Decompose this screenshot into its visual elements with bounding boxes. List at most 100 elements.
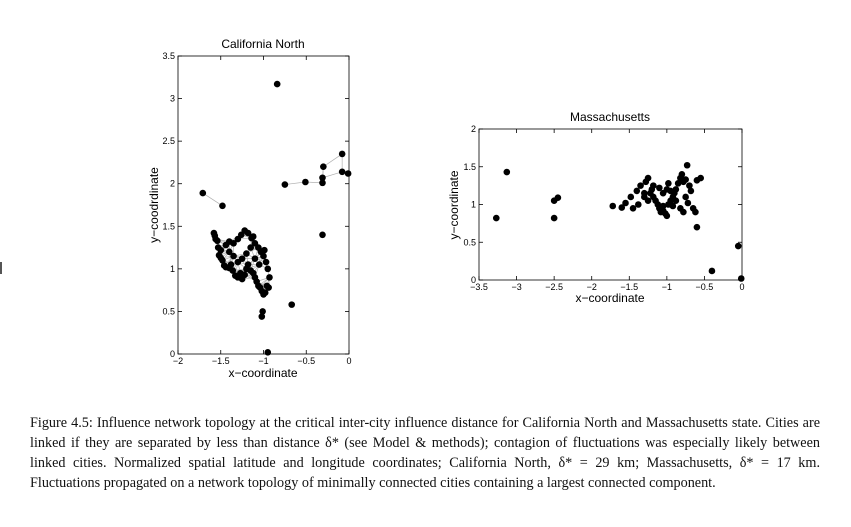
ca-city-point <box>222 241 230 249</box>
ma-city-point <box>641 193 648 201</box>
ca-city-point <box>199 189 207 197</box>
ca-city-point <box>255 261 263 268</box>
ma-city-point <box>663 212 671 220</box>
ca-city-point <box>229 267 237 274</box>
ca-city-point <box>244 261 252 268</box>
ma-city-point <box>618 204 626 211</box>
ma-city-point <box>492 214 500 222</box>
ca-y-tick-label: 0.5 <box>162 306 175 316</box>
ca-city-point <box>227 261 235 268</box>
ma-city-point <box>734 242 742 250</box>
ma-y-tick-label: 1.5 <box>463 162 476 172</box>
ma-x-tick-label: −1.5 <box>620 282 638 292</box>
ca-x-axis-label: x−coordinate <box>228 366 297 380</box>
ca-link <box>202 192 223 207</box>
ma-city-point <box>656 184 663 192</box>
ma-city-point <box>686 182 693 189</box>
ca-city-point <box>281 181 289 188</box>
ca-link <box>322 171 343 179</box>
ma-x-tick-label: −2 <box>587 282 597 292</box>
ma-city-point <box>647 189 654 197</box>
ma-city-point <box>672 186 680 193</box>
ca-y-axis-label: y−coodrdinate <box>147 167 161 243</box>
ca-city-point <box>251 240 259 247</box>
ma-city-point <box>635 201 642 208</box>
ma-y-tick-label: 0.5 <box>463 237 476 247</box>
ma-city-point <box>708 267 716 275</box>
ca-city-point <box>264 348 272 356</box>
ca-city-point <box>264 265 272 273</box>
ca-city-point <box>273 80 281 88</box>
ma-city-point <box>682 176 689 183</box>
ma-y-axis-label: y−coordinate <box>447 170 461 239</box>
ca-city-point <box>259 308 266 315</box>
ca-city-point <box>265 284 272 291</box>
ca-x-tick-label: −2 <box>173 356 183 366</box>
ca-city-point <box>234 258 242 266</box>
ca-city-point <box>230 252 237 260</box>
ca-x-tick-label: −1.5 <box>212 356 230 366</box>
ma-city-point <box>680 208 687 216</box>
california-north-panel: California North −2 −1.5 −1 −0.5 0 0 0.5 1 1.5 2… <box>147 37 352 380</box>
ma-city-point <box>674 180 682 187</box>
ma-city-point <box>683 161 691 169</box>
ma-city-point <box>627 193 635 201</box>
ca-city-point <box>261 289 269 296</box>
ma-city-point <box>672 197 680 205</box>
figure-panels: California North −2 −1.5 −1 −0.5 0 0 0.5 1 1.5 2… <box>147 37 745 380</box>
ma-city-point <box>503 168 511 176</box>
ca-y-tick-label: 3 <box>170 94 175 104</box>
ma-city-point <box>684 199 692 207</box>
ca-city-point <box>319 179 326 187</box>
ca-x-tick-label: −0.5 <box>297 356 315 366</box>
ca-city-point <box>319 174 326 182</box>
ma-city-point <box>629 204 637 212</box>
ca-city-point <box>338 168 346 176</box>
ca-y-tick-label: 2 <box>170 179 175 189</box>
ca-city-point <box>288 301 296 308</box>
ca-y-tick-label: 1.5 <box>162 221 175 231</box>
ca-y-tick-label: 2.5 <box>162 136 175 146</box>
ma-x-tick-label: −3.5 <box>470 282 488 292</box>
ma-y-tick-label: 1 <box>471 200 476 210</box>
ma-city-point <box>693 223 701 231</box>
ma-city-point <box>650 182 657 189</box>
ca-city-point <box>214 237 221 245</box>
ca-x-tick-label: −1 <box>258 356 268 366</box>
ca-city-point <box>249 233 257 240</box>
ca-city-point <box>320 163 327 170</box>
ma-city-point <box>667 187 674 195</box>
ca-link <box>284 181 306 185</box>
ma-y-tick-label: 0 <box>471 275 476 285</box>
ca-city-point <box>344 170 352 177</box>
ma-city-point <box>697 174 704 182</box>
ma-city-point <box>682 193 689 201</box>
ca-link <box>323 153 343 167</box>
ma-x-tick-label: −2.5 <box>545 282 563 292</box>
ma-city-point <box>609 202 617 210</box>
ca-y-tick-label: 0 <box>170 349 175 359</box>
ma-city-point <box>659 202 667 210</box>
ma-city-point <box>737 275 745 282</box>
ma-y-tick-label: 2 <box>471 124 476 134</box>
ma-city-point <box>550 214 558 222</box>
ca-city-point <box>266 274 273 281</box>
massachusetts-panel: Massachusetts −3.5 −3 −2.5 −2 −1.5 −1 −0.5 0 0 0… <box>447 110 745 305</box>
ma-city-point <box>692 208 699 216</box>
ca-y-tick-label: 3.5 <box>162 51 175 61</box>
ma-x-tick-label: 0 <box>739 282 744 292</box>
ca-city-point <box>261 246 268 254</box>
ca-city-point <box>219 202 226 210</box>
ma-city-point <box>644 174 652 182</box>
ma-plot-title: Massachusetts <box>570 110 650 124</box>
ma-x-axis-label: x−coordinate <box>575 291 644 305</box>
ca-city-point <box>219 257 226 264</box>
ma-city-point <box>633 187 641 195</box>
ma-city-point <box>665 180 672 187</box>
ca-city-point <box>247 244 254 251</box>
ca-city-point <box>226 248 233 256</box>
ca-city-point <box>234 235 242 243</box>
ma-x-tick-label: −0.5 <box>696 282 714 292</box>
ma-city-point <box>678 171 686 178</box>
ma-city-point <box>687 187 695 195</box>
